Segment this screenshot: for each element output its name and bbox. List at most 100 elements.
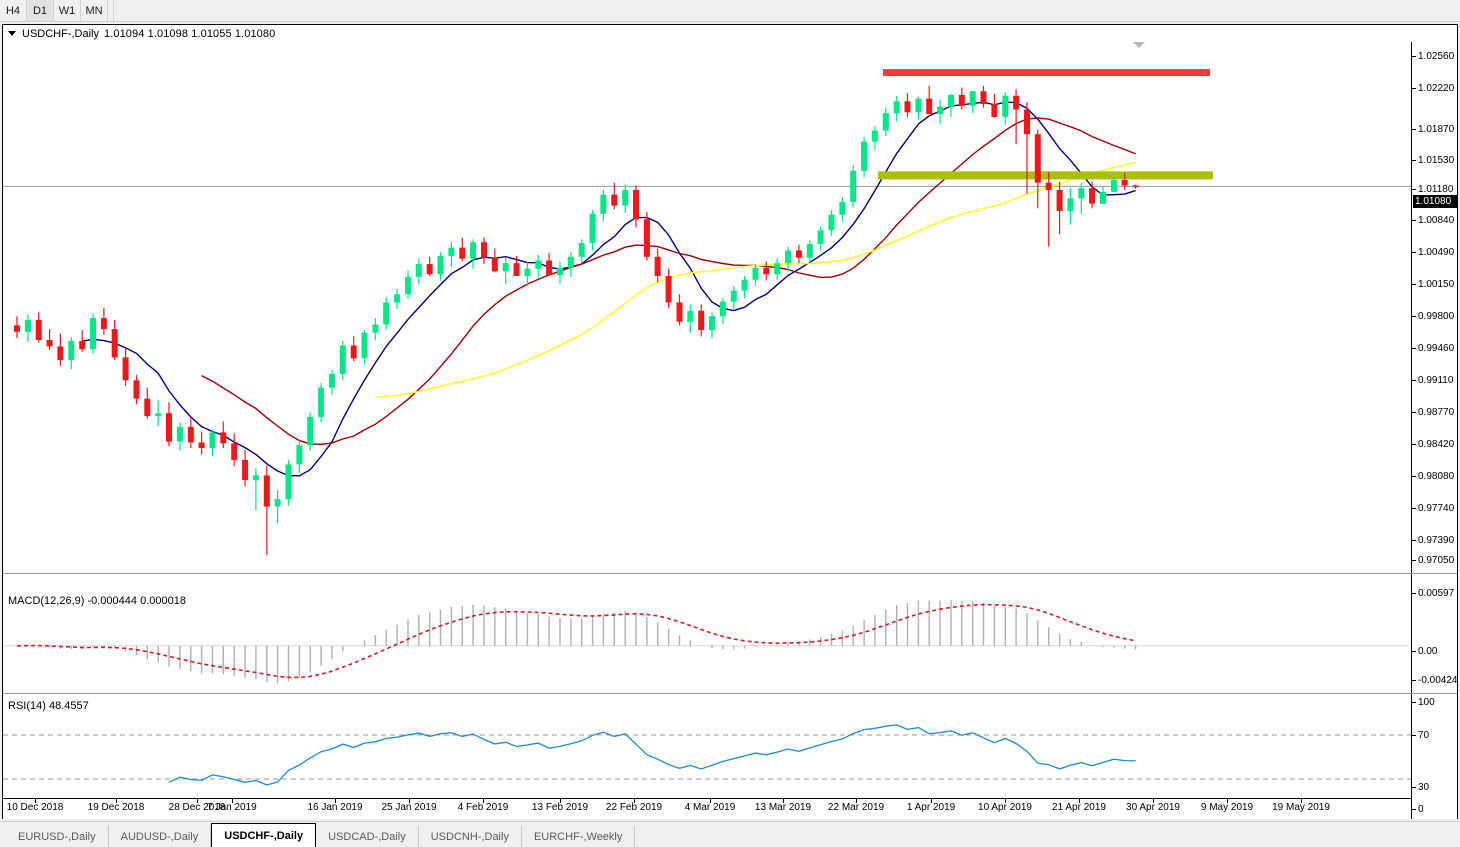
date-tick-mark <box>931 799 932 803</box>
date-tick-mark <box>1153 799 1154 803</box>
toolbar-empty-area <box>118 2 1458 19</box>
date-tick-mark <box>1005 799 1006 803</box>
chart-tab-bar: EURUSD-,Daily AUDUSD-,Daily USDCHF-,Dail… <box>0 821 1460 847</box>
chart-tab-eurusd[interactable]: EURUSD-,Daily <box>6 826 109 847</box>
price-tick-label: 1.00840 <box>1418 215 1455 226</box>
chart-tab-usdcnh[interactable]: USDCNH-,Daily <box>418 826 522 847</box>
date-tick-label: 1 Apr 2019 <box>906 802 956 813</box>
macd-pane[interactable] <box>3 574 1413 693</box>
date-tick-label: 9 May 2019 <box>1200 802 1254 813</box>
date-tick-mark <box>634 799 635 803</box>
macd-indicator-label: MACD(12,26,9) -0.000444 0.000018 <box>8 595 190 607</box>
price-tick-label: 1.01870 <box>1418 124 1455 135</box>
date-tick-mark <box>483 799 484 803</box>
date-tick-label: 25 Jan 2019 <box>381 802 437 813</box>
date-tick-mark <box>710 799 711 803</box>
date-tick-label: 19 Dec 2018 <box>87 802 145 813</box>
date-tick-label: 16 Jan 2019 <box>307 802 363 813</box>
date-tick-label: 13 Feb 2019 <box>531 802 589 813</box>
price-tick-label: 0.98080 <box>1418 471 1455 482</box>
chart-window: USDCHF-,Daily 1.01094 1.01098 1.01055 1.… <box>2 24 1458 819</box>
chart-tab-eurchf[interactable]: EURCHF-,Weekly <box>521 826 636 847</box>
timeframe-button-d1[interactable]: D1 <box>27 0 54 21</box>
tab-label: USDCNH-,Daily <box>430 830 509 843</box>
timeframe-button-w1[interactable]: W1 <box>54 0 81 21</box>
date-tick-mark <box>560 799 561 803</box>
price-tick-label: 1.01530 <box>1418 155 1455 166</box>
rsi-tick-label: 70 <box>1418 730 1430 741</box>
price-tick-label: 0.97050 <box>1418 555 1455 566</box>
timeframe-label: H4 <box>5 4 21 17</box>
date-tick-label: 4 Mar 2019 <box>684 802 736 813</box>
timeframe-button-h4[interactable]: H4 <box>0 0 27 21</box>
tab-label: AUDUSD-,Daily <box>120 830 199 843</box>
price-tick-label: 0.99460 <box>1418 343 1455 354</box>
date-tick-mark <box>35 799 36 803</box>
tab-label: EURUSD-,Daily <box>18 830 96 843</box>
macd-scale: 0.00597 0.00 -0.00424 <box>1411 574 1457 693</box>
price-tick-label: 1.00490 <box>1418 247 1455 258</box>
date-tick-mark <box>116 799 117 803</box>
date-tick-label: 10 Apr 2019 <box>978 802 1032 813</box>
pane-separator <box>3 693 1457 694</box>
rsi-plot <box>3 724 1413 786</box>
date-tick-mark <box>409 799 410 803</box>
date-tick-label: 30 Apr 2019 <box>1126 802 1180 813</box>
price-tick-label: 0.97740 <box>1418 503 1455 514</box>
rsi-tick-label: 0 <box>1418 804 1424 815</box>
date-tick-label: 21 Apr 2019 <box>1052 802 1106 813</box>
date-tick-mark <box>1079 799 1080 803</box>
toolbar-divider <box>108 0 114 21</box>
timeframe-label: D1 <box>32 4 48 17</box>
timeframe-button-mn[interactable]: MN <box>81 0 108 21</box>
date-tick-label: 28 Dec 2018 <box>168 802 226 813</box>
price-tick-label: 1.00150 <box>1418 279 1455 290</box>
tab-label: USDCHF-,Daily <box>224 829 304 842</box>
current-price-label: 1.01080 <box>1413 195 1458 208</box>
date-tick-mark <box>232 799 233 803</box>
chart-tab-audusd[interactable]: AUDUSD-,Daily <box>108 826 212 847</box>
price-tick-label: 1.01180 <box>1418 184 1454 195</box>
macd-plot <box>3 600 1413 684</box>
date-tick-label: 22 Mar 2019 <box>827 802 885 813</box>
date-scale[interactable]: 10 Dec 2018 19 Dec 2018 28 Dec 2018 7 Jan 2… <box>3 798 1413 818</box>
price-tick-label: 0.98420 <box>1418 439 1455 450</box>
macd-tick-label: 0.00 <box>1418 646 1438 657</box>
timeframe-label: MN <box>85 4 103 17</box>
date-tick-label: 19 May 2019 <box>1272 802 1330 813</box>
chart-tab-usdchf[interactable]: USDCHF-,Daily <box>211 823 317 847</box>
tab-label: USDCAD-,Daily <box>328 830 406 843</box>
chart-tab-usdcad[interactable]: USDCAD-,Daily <box>316 826 419 847</box>
price-tick-label: 1.02560 <box>1418 51 1455 62</box>
macd-tick-label: -0.00424 <box>1418 675 1458 686</box>
date-tick-mark <box>1301 799 1302 803</box>
rsi-scale: 100 70 30 0 <box>1411 694 1457 819</box>
date-tick-mark <box>1227 799 1228 803</box>
chart-header: USDCHF-,Daily 1.01094 1.01098 1.01055 1.… <box>3 25 1457 42</box>
macd-tick-label: 0.00597 <box>1418 588 1455 599</box>
date-tick-mark <box>856 799 857 803</box>
rsi-tick-label: 100 <box>1418 697 1435 708</box>
chart-symbol-label: USDCHF-,Daily <box>22 27 99 40</box>
date-tick-label: 7 Jan 2019 <box>207 802 257 813</box>
date-tick-mark <box>783 799 784 803</box>
rsi-tick-label: 30 <box>1418 782 1430 793</box>
price-tick-label: 0.98770 <box>1418 407 1455 418</box>
price-chart-pane[interactable] <box>3 25 1413 573</box>
date-tick-label: 13 Mar 2019 <box>754 802 812 813</box>
date-tick-mark <box>335 799 336 803</box>
price-scale[interactable]: 1.02560 1.02220 1.01870 1.01530 1.01180 … <box>1411 25 1458 573</box>
pane-separator <box>3 573 1457 574</box>
chevron-down-icon[interactable] <box>8 31 16 36</box>
price-tick-label: 1.02220 <box>1418 83 1455 94</box>
date-tick-label: 22 Feb 2019 <box>605 802 663 813</box>
candlestick-plot <box>3 69 1413 555</box>
date-tick-label: 4 Feb 2019 <box>457 802 509 813</box>
date-tick-label: 10 Dec 2018 <box>6 802 64 813</box>
chart-top-marker-icon <box>1133 42 1145 48</box>
chart-ohlc-values: 1.01094 1.01098 1.01055 1.01080 <box>104 27 276 40</box>
price-tick-label: 0.99800 <box>1418 311 1455 322</box>
timeframe-toolbar: H4 D1 W1 MN <box>0 0 1460 22</box>
date-tick-mark <box>197 799 198 803</box>
